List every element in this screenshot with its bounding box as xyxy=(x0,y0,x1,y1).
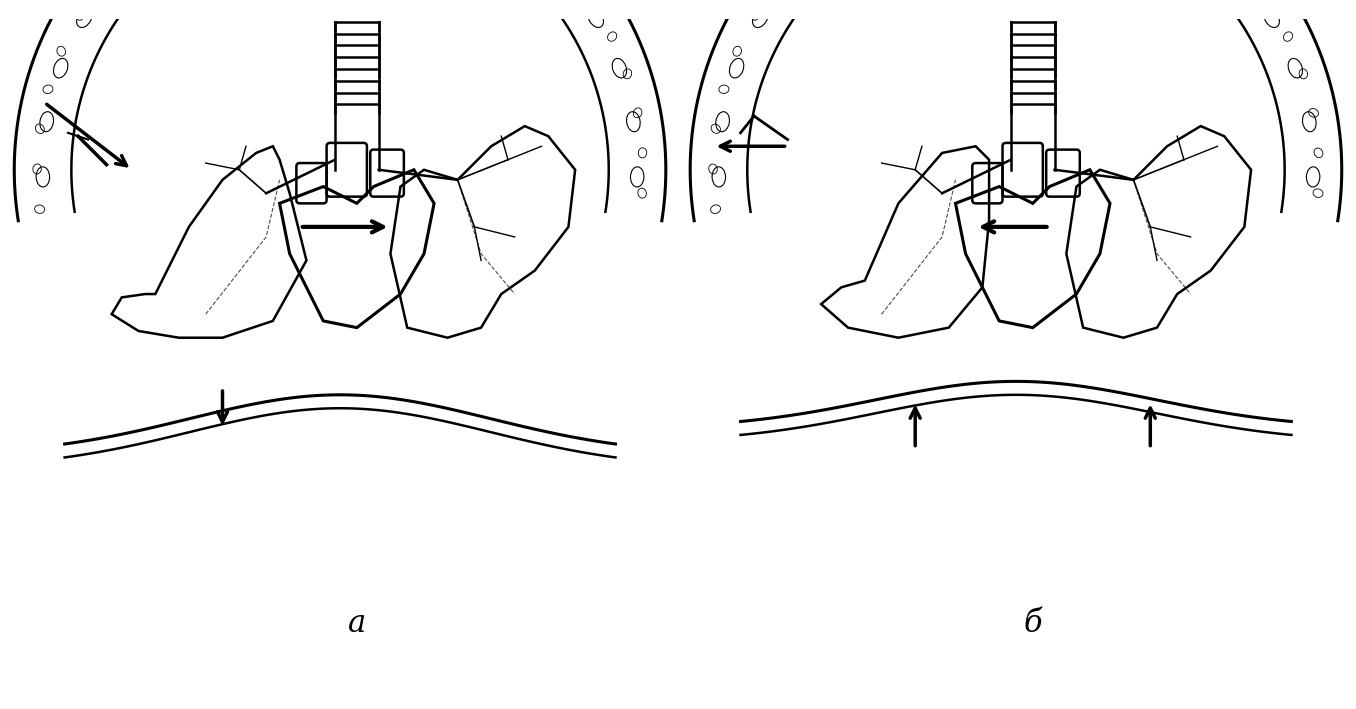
Text: б: б xyxy=(1024,608,1041,639)
Text: a: a xyxy=(347,608,366,639)
